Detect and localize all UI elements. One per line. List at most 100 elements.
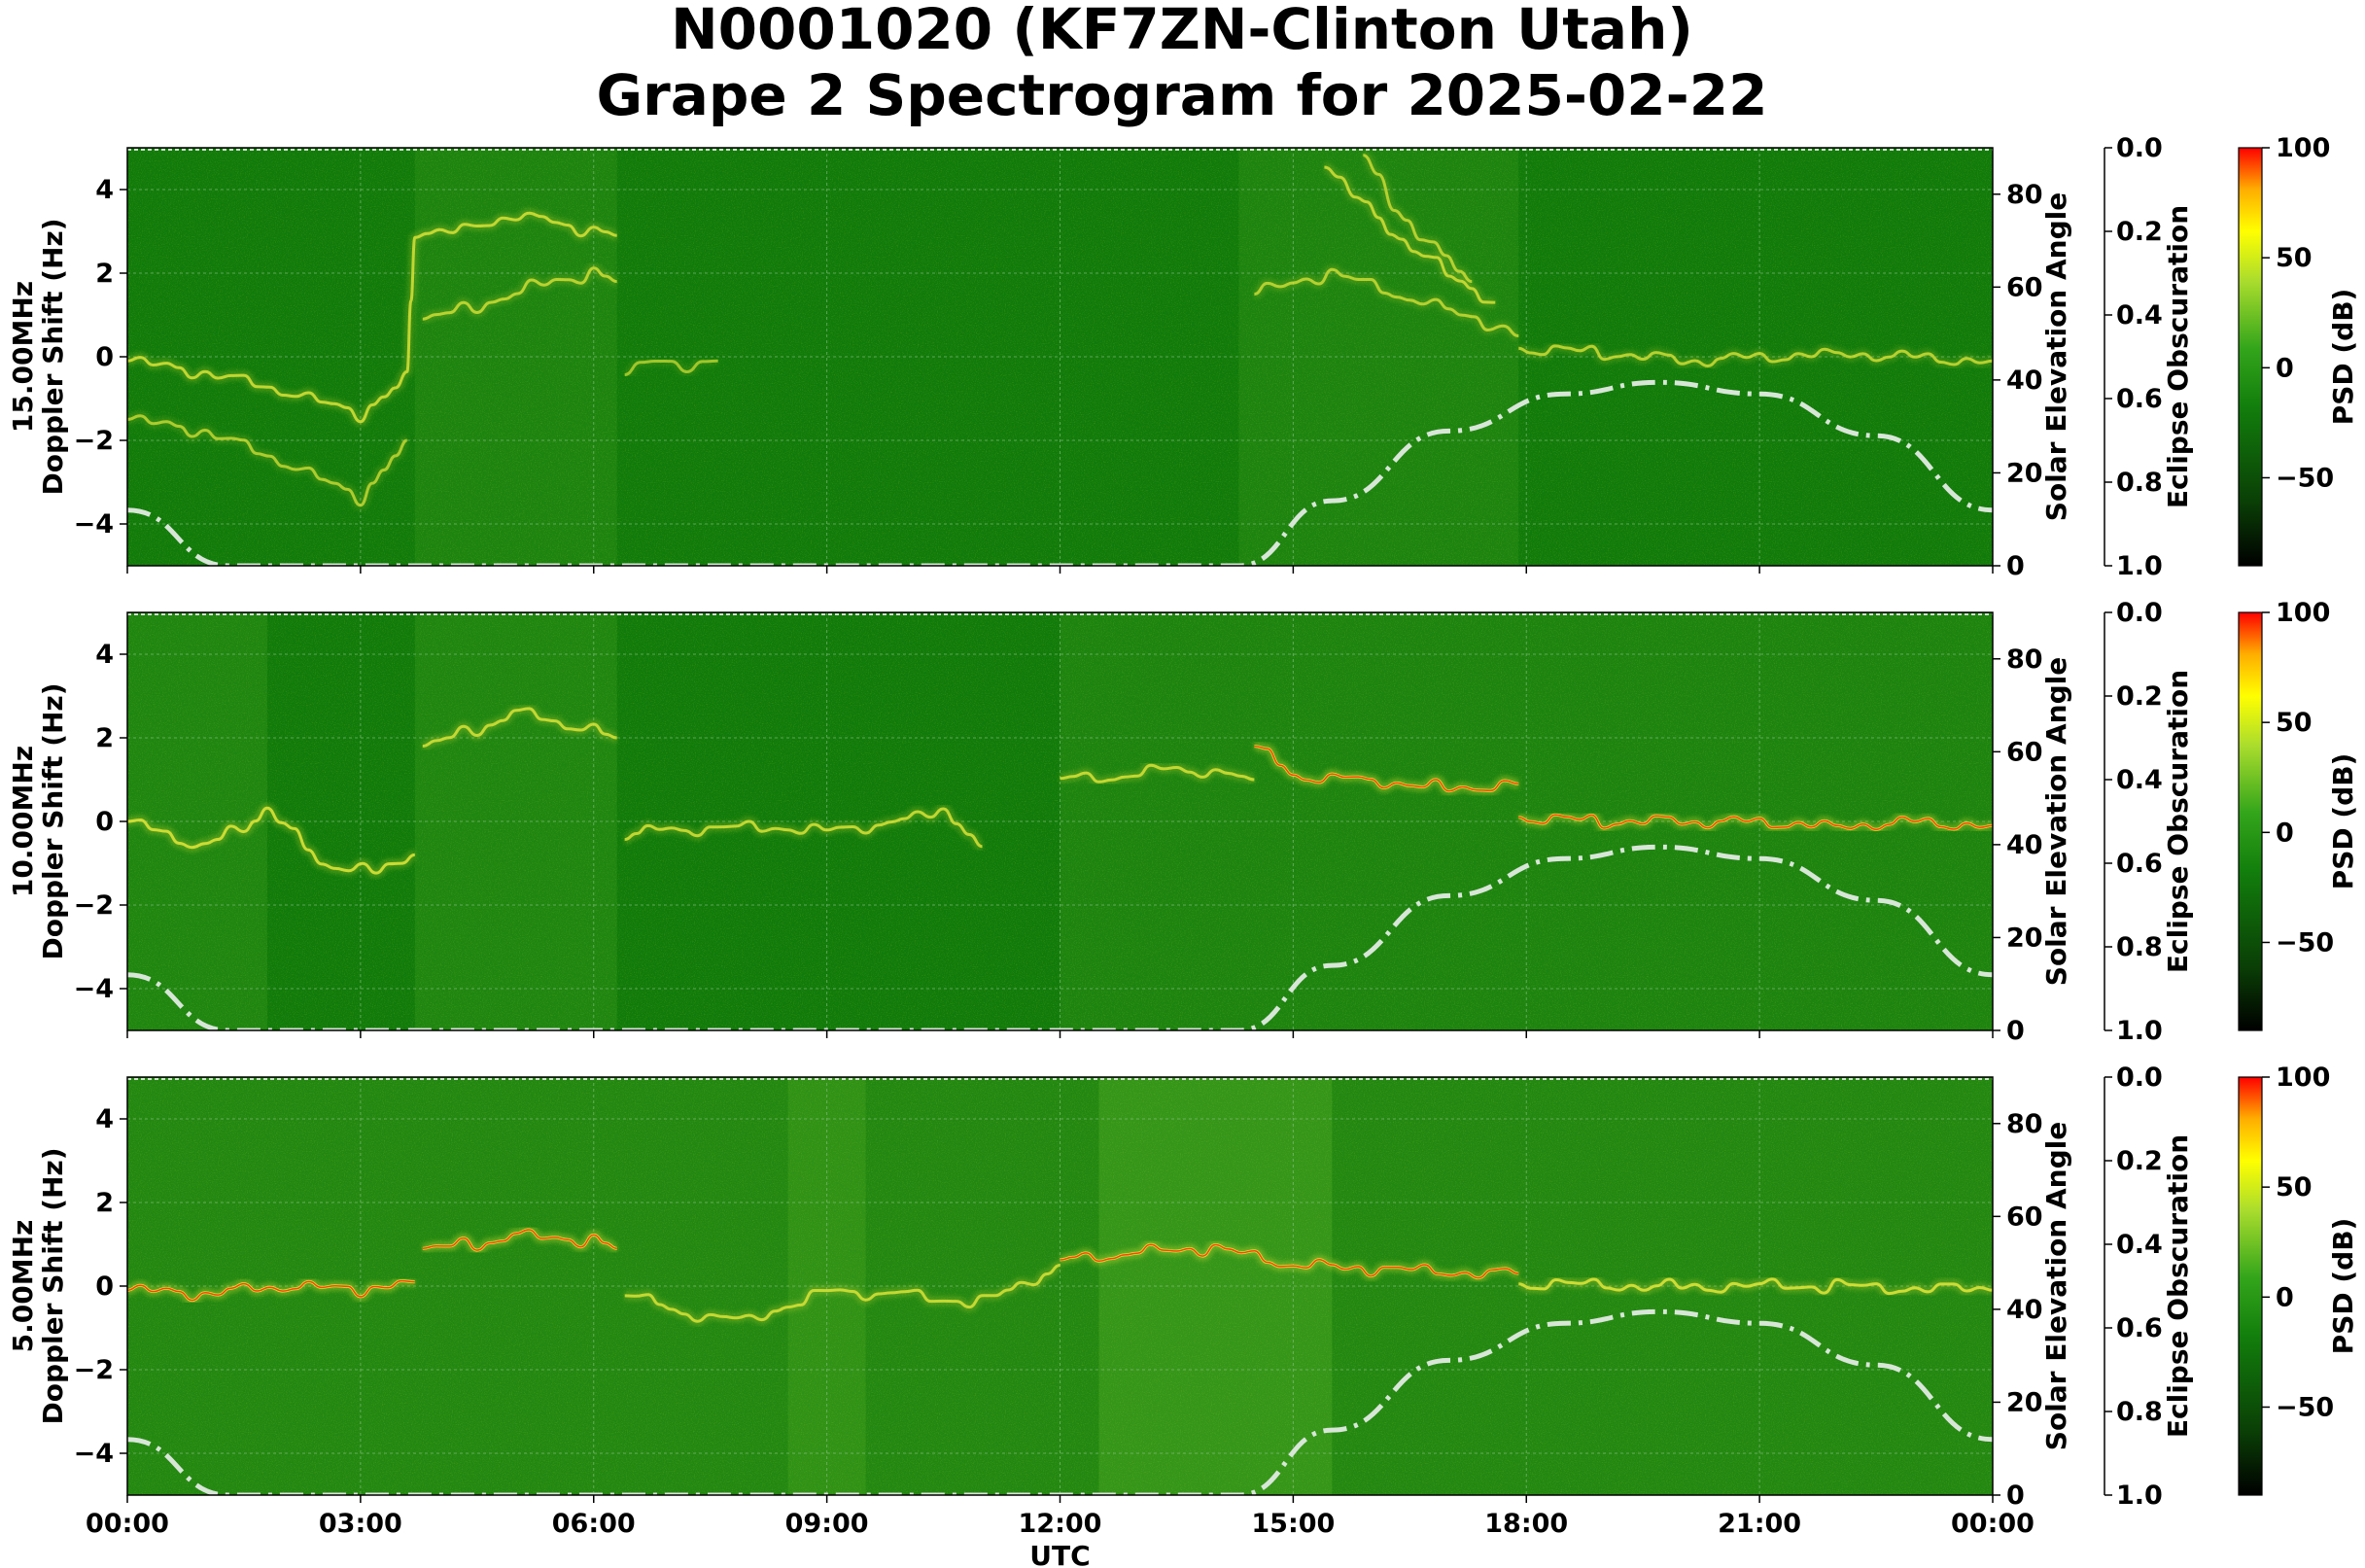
spectrogram-plot-area: [127, 1077, 1993, 1495]
y-tick-label: −4: [74, 974, 114, 1004]
solar-tick-label: 0: [2006, 1016, 2025, 1046]
colorbar: [2238, 147, 2263, 567]
x-axis-label: UTC: [1029, 1540, 1090, 1568]
y-axis-label-frequency: 15.00MHz: [7, 281, 39, 433]
solar-tick-label: 20: [2006, 923, 2043, 953]
solar-tick-label: 80: [2006, 1109, 2043, 1139]
doppler-trace-evening: [1518, 344, 1993, 368]
solar-elevation-curve: [127, 1308, 1993, 1495]
doppler-trace-fan3: [1362, 154, 1473, 284]
spectrogram-plot-area: [127, 148, 1993, 566]
colorbar-tick-label: −50: [2276, 463, 2334, 493]
y-tick-label: 2: [95, 723, 114, 753]
doppler-trace-fan1: [1254, 267, 1519, 337]
doppler-trace-dawn: [422, 707, 617, 748]
eclipse-tick-label: 0.4: [2116, 300, 2163, 331]
eclipse-tick-label: 0.2: [2116, 681, 2163, 712]
y-tick-label: 4: [95, 1104, 114, 1134]
doppler-peak-evening: [1518, 814, 1993, 831]
solar-tick-label: 0: [2006, 1481, 2025, 1511]
eclipse-tick-label: 0.6: [2116, 849, 2163, 879]
eclipse-axis-label: Eclipse Obscuration: [2162, 205, 2194, 508]
doppler-trace-small: [624, 359, 718, 376]
figure-title-line2: Grape 2 Spectrogram for 2025-02-22: [597, 62, 1768, 128]
eclipse-tick-label: 0.2: [2116, 217, 2163, 247]
solar-tick-label: 20: [2006, 458, 2043, 488]
eclipse-tick-label: 0.2: [2116, 1146, 2163, 1176]
y-tick-label: 0: [95, 807, 114, 837]
eclipse-axis-label: Eclipse Obscuration: [2162, 1134, 2194, 1438]
colorbar: [2238, 1076, 2263, 1496]
eclipse-tick-label: 1.0: [2116, 1016, 2163, 1046]
eclipse-tick-label: 0.6: [2116, 384, 2163, 414]
y-tick-label: −4: [74, 509, 114, 540]
y-axis-label-frequency: 10.00MHz: [7, 746, 39, 897]
y-tick-label: −2: [74, 890, 114, 921]
eclipse-tick-label: 0.8: [2116, 1397, 2163, 1427]
eclipse-tick-label: 0.8: [2116, 468, 2163, 498]
x-tick-label: 12:00: [1019, 1509, 1102, 1539]
solar-tick-label: 20: [2006, 1387, 2043, 1417]
x-tick-label: 00:00: [86, 1509, 169, 1539]
colorbar-tick-label: 100: [2276, 598, 2330, 628]
doppler-trace-main: [127, 211, 617, 424]
colorbar-label: PSD (dB): [2327, 289, 2359, 426]
x-tick-label: 00:00: [1951, 1509, 2035, 1539]
solar-elevation-curve: [127, 379, 1993, 566]
colorbar-tick-label: −50: [2276, 927, 2334, 958]
y-tick-label: −2: [74, 426, 114, 456]
solar-tick-label: 80: [2006, 180, 2043, 210]
figure-title-line1: N0001020 (KF7ZN-Clinton Utah): [671, 0, 1693, 62]
colorbar-tick-label: 50: [2276, 243, 2313, 273]
doppler-trace-fan2: [1324, 165, 1496, 304]
colorbar-tick-label: 50: [2276, 708, 2313, 738]
doppler-peak-dawn: [422, 1229, 617, 1251]
y-axis-label: Doppler Shift (Hz): [37, 218, 69, 495]
doppler-peak-midday: [1060, 1243, 1519, 1279]
colorbar-label: PSD (dB): [2327, 1218, 2359, 1355]
x-tick-label: 06:00: [552, 1509, 636, 1539]
x-tick-label: 09:00: [785, 1509, 869, 1539]
eclipse-axis-label: Eclipse Obscuration: [2162, 670, 2194, 973]
doppler-trace-day2: [1060, 763, 1255, 784]
doppler-trace-evening: [1518, 1277, 1993, 1296]
colorbar-tick-label: 100: [2276, 133, 2330, 163]
solar-tick-label: 40: [2006, 1295, 2043, 1325]
spectrogram-plot-area: [127, 612, 1993, 1030]
solar-tick-label: 0: [2006, 551, 2025, 581]
doppler-trace-lower: [127, 414, 408, 507]
x-tick-label: 15:00: [1251, 1509, 1335, 1539]
solar-axis-label: Solar Elevation Angle: [2040, 657, 2072, 986]
eclipse-tick-label: 0.6: [2116, 1313, 2163, 1343]
doppler-peak-day3: [1254, 745, 1519, 792]
doppler-peak-night: [127, 1279, 415, 1302]
eclipse-tick-label: 1.0: [2116, 1481, 2163, 1511]
y-tick-label: −2: [74, 1355, 114, 1385]
solar-tick-label: 40: [2006, 830, 2043, 860]
colorbar-tick-label: 100: [2276, 1063, 2330, 1093]
solar-elevation-curve: [127, 844, 1993, 1030]
x-tick-label: 03:00: [319, 1509, 402, 1539]
colorbar-tick-label: 0: [2276, 353, 2294, 383]
colorbar-tick-label: 0: [2276, 1282, 2294, 1312]
colorbar: [2238, 611, 2263, 1031]
solar-tick-label: 60: [2006, 1202, 2043, 1232]
solar-tick-label: 60: [2006, 737, 2043, 767]
solar-axis-label: Solar Elevation Angle: [2040, 192, 2072, 521]
colorbar-tick-label: −50: [2276, 1392, 2334, 1422]
y-tick-label: 0: [95, 1272, 114, 1302]
y-tick-label: 2: [95, 259, 114, 289]
y-axis-label: Doppler Shift (Hz): [37, 682, 69, 959]
eclipse-tick-label: 0.4: [2116, 765, 2163, 795]
eclipse-tick-label: 0.8: [2116, 932, 2163, 962]
y-axis-label: Doppler Shift (Hz): [37, 1147, 69, 1424]
y-tick-label: 0: [95, 342, 114, 372]
solar-tick-label: 60: [2006, 272, 2043, 302]
eclipse-tick-label: 0.0: [2116, 598, 2163, 628]
eclipse-tick-label: 0.0: [2116, 1063, 2163, 1093]
